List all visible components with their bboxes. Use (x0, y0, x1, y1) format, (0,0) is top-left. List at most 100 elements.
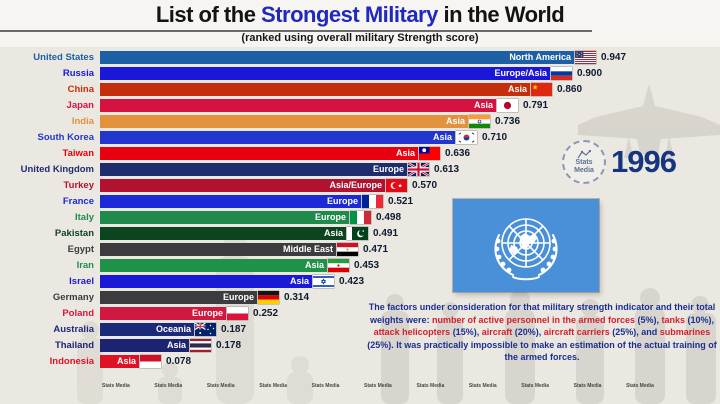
chart-row-united-states: United States North America 0.947 (0, 49, 720, 65)
watermark-text: Stats Media (154, 383, 183, 389)
footnote-segment: The factors under consideration for that… (368, 302, 716, 325)
footnote-segment: aircraft carriers (543, 327, 610, 337)
score-value: 0.078 (166, 355, 192, 367)
watermark-text: Stats Media (626, 383, 654, 389)
region-label: Europe (191, 308, 223, 318)
region-label: Asia (289, 276, 309, 286)
factors-footnote: The factors under consideration for that… (366, 301, 718, 364)
region-label: North America (509, 52, 571, 62)
score-bar: Europe (100, 290, 257, 304)
bar-chart: United States North America 0.947 Russia Eur… (0, 49, 720, 369)
country-label: France (62, 195, 94, 207)
eg-flag-icon (337, 242, 358, 256)
score-value: 0.491 (373, 227, 399, 239)
page-title: List of the Strongest Military in the Wo… (0, 2, 720, 28)
watermark-text: Stats Media (573, 383, 602, 389)
country-label: Indonesia (49, 355, 94, 367)
region-label: Asia (323, 228, 343, 238)
score-value: 0.791 (523, 99, 549, 111)
score-value: 0.947 (601, 51, 627, 63)
watermark-text: Stats Media (259, 383, 288, 389)
country-label: Germany (52, 291, 94, 303)
score-value: 0.252 (253, 307, 279, 319)
region-label: Europe (326, 196, 358, 206)
country-label: Egypt (67, 243, 94, 255)
watermark-text: Stats Media (521, 383, 550, 389)
score-value: 0.453 (354, 259, 380, 271)
region-label: Asia (304, 260, 324, 270)
footnote-segment: (10%), (685, 314, 715, 325)
tw-flag-icon (419, 146, 440, 160)
footnote-segment: (25%), and (609, 327, 660, 337)
footnote-segment: attack helicopters (373, 327, 451, 337)
region-label: Asia (473, 100, 493, 110)
tr-flag-icon: ★ (386, 178, 407, 192)
country-label: India (71, 115, 94, 127)
watermark-text: Stats Media (468, 383, 497, 389)
watermark-text: Stats Media (206, 383, 235, 389)
chart-row-japan: Japan Asia 0.791 (0, 97, 720, 113)
score-bar: Asia (100, 226, 346, 240)
footnote-segment: submarines (659, 327, 711, 337)
country-label: China (67, 83, 94, 95)
au-flag-icon (195, 322, 216, 336)
score-value: 0.636 (445, 147, 471, 159)
chart-row-turkey: Turkey Asia/Europe ★ 0.570 (0, 177, 720, 193)
chart-row-united-kingdom: United Kingdom Europe 0.613 (0, 161, 720, 177)
score-bar: Oceania (100, 322, 194, 336)
score-value: 0.471 (363, 243, 389, 255)
country-label: Poland (62, 307, 94, 319)
score-bar: North America (100, 50, 574, 64)
title-underline (0, 30, 592, 32)
chart-row-egypt: Egypt Middle East 0.471 (0, 241, 720, 257)
id-flag-icon (140, 354, 161, 368)
score-bar: Europe (100, 162, 407, 176)
country-label: South Korea (37, 131, 94, 143)
country-label: Australia (53, 323, 94, 335)
country-label: United Kingdom (20, 163, 94, 175)
chart-row-australia: Australia Oceania 0.187 (0, 321, 720, 337)
footnote-segment: (15%), (450, 327, 482, 337)
svg-text:★: ★ (398, 182, 403, 189)
logo-line2: Media (574, 166, 594, 174)
title-prefix: List of the (155, 2, 262, 27)
country-label: Israel (69, 275, 94, 287)
fighter-jet-silhouette (578, 84, 720, 158)
score-value: 0.860 (557, 83, 583, 95)
region-label: Asia (445, 116, 465, 126)
chart-row-thailand: Thailand Asia 0.178 (0, 337, 720, 353)
chart-row-poland: Poland Europe 0.252 (0, 305, 720, 321)
score-value: 0.736 (495, 115, 521, 127)
country-label: Iran (76, 259, 94, 271)
watermark-text: Stats Media (311, 383, 340, 389)
region-label: Oceania (155, 324, 191, 334)
score-value: 0.423 (339, 275, 365, 287)
score-bar: Asia (100, 98, 496, 112)
header: List of the Strongest Military in the Wo… (0, 0, 720, 47)
cn-flag-icon: ★ (531, 82, 552, 96)
footnote-segment: (5%), (635, 314, 662, 325)
score-bar: Asia (100, 146, 418, 160)
country-label: Italy (74, 211, 94, 223)
it-flag-icon (350, 210, 371, 224)
country-label: Pakistan (54, 227, 94, 239)
ru-flag-icon (551, 66, 572, 80)
th-flag-icon (190, 338, 211, 352)
watermark-strip: Stats Media Stats Media Stats Media Stats M… (102, 383, 654, 389)
chart-subtitle: (ranked using overall military Strength … (241, 32, 479, 44)
watermark-text: Stats Media (364, 383, 392, 389)
year-label: 1996 (611, 144, 677, 179)
region-label: Middle East (282, 244, 333, 254)
un-emblem-icon (453, 199, 599, 292)
il-flag-icon (313, 274, 334, 288)
score-bar: Asia (100, 114, 468, 128)
region-label: Asia (166, 340, 186, 350)
country-label: Japan (66, 99, 94, 111)
title-highlight: Strongest Military (261, 2, 438, 27)
score-value: 0.900 (577, 67, 603, 79)
in-flag-icon (469, 114, 490, 128)
pl-flag-icon (227, 306, 248, 320)
score-bar: Europe (100, 210, 349, 224)
logo-line1: Stats (575, 158, 593, 166)
